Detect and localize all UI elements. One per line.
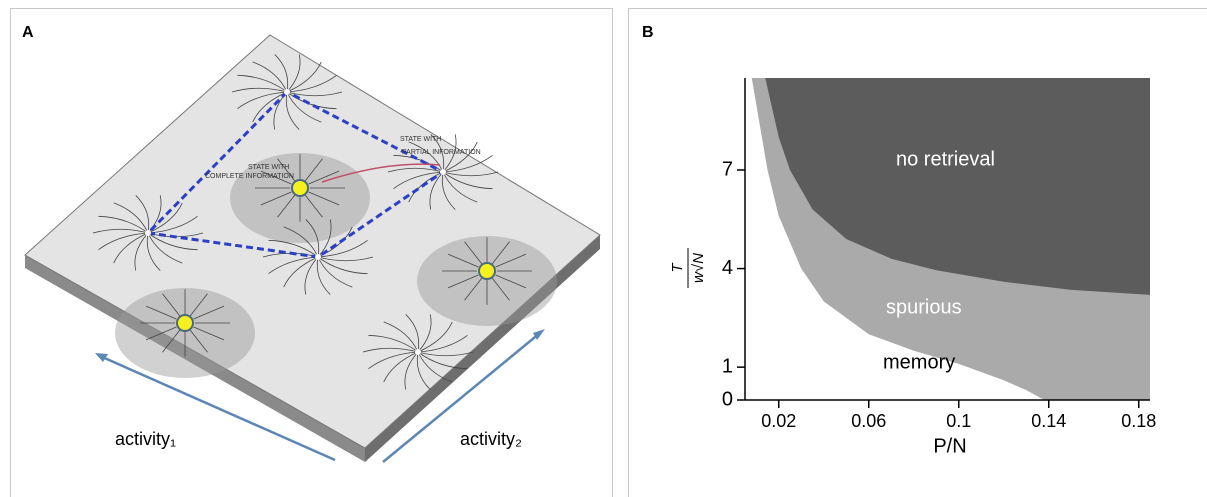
x-tick-label: 0.18 [1121,411,1156,431]
state-label: STATE WITH [248,164,289,171]
x-tick-label: 0.14 [1031,411,1066,431]
y-tick-label: 1 [722,355,733,377]
region-label: memory [883,351,955,373]
y-label-denominator: w√N [690,253,707,283]
state-label: STATE WITH [400,136,441,143]
state-label: PARTIAL INFORMATION [402,149,481,156]
y-tick-label: 7 [722,158,733,180]
source-point [315,254,321,260]
panel-label: B [642,24,654,41]
panel-label: A [22,24,34,41]
source-point [415,349,421,355]
source-point [284,89,290,95]
source-point [145,230,151,236]
y-tick-label: 0 [722,388,733,410]
region-label: spurious [886,296,962,318]
y-tick-label: 4 [722,257,733,279]
x-tick-label: 0.1 [946,411,971,431]
figure: A B STATE WITH COMPLETE INFORMATION STAT… [0,0,1207,497]
attractor [177,315,193,331]
state-label: COMPLETE INFORMATION [205,173,294,180]
region-label: no retrieval [896,148,995,170]
x-tick-label: 0.06 [851,411,886,431]
attractor [292,180,308,196]
x-tick-label: 0.02 [761,411,796,431]
attractor [479,263,495,279]
axis-label: activity₁ [115,429,176,449]
source-point [440,169,446,175]
x-axis-label: P/N [933,435,966,457]
axis-label: activity₂ [460,429,522,449]
